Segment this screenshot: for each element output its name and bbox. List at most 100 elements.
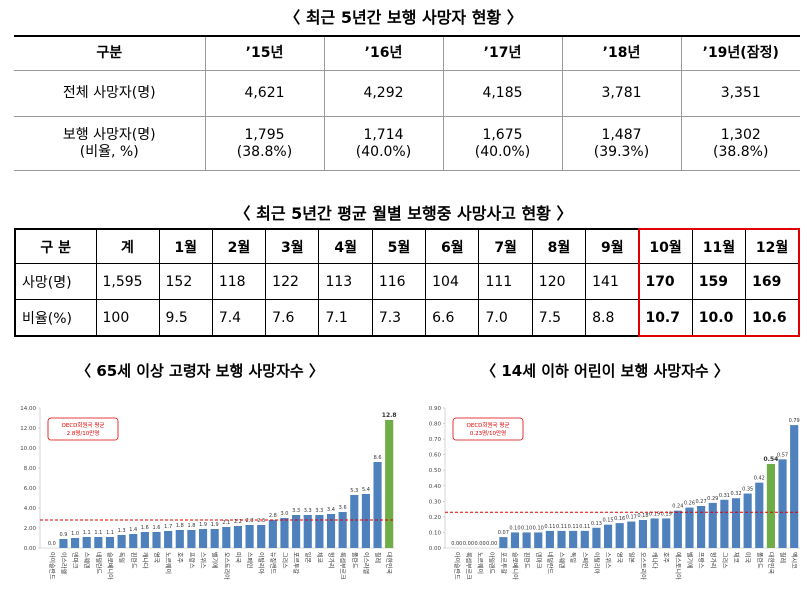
row: 비율(%) 100 9.5 7.4 7.6 7.1 7.3 6.6 7.0 7.5 8.8 10.7 1…: [14, 299, 800, 337]
cell-text: 1,714: [363, 126, 404, 143]
x-tick-label: 네덜란드: [94, 552, 102, 575]
bar: [129, 534, 138, 548]
cell-text: 보행 사망자(명): [62, 126, 156, 143]
data-label: 0.00: [486, 541, 497, 547]
x-tick-label: 칠레: [374, 552, 382, 563]
y-tick-label: 0.00: [24, 546, 37, 552]
cell: 100: [95, 299, 160, 337]
y-tick-label: 0.20: [429, 515, 442, 521]
bar: [210, 529, 219, 548]
x-tick-label: 그리스: [280, 552, 288, 569]
header-cell: ’19년(잠정): [680, 36, 800, 71]
row-label: 비율(%): [14, 299, 97, 337]
cell: 1,714 (40.0%): [323, 116, 443, 171]
data-label: 0.9: [59, 532, 67, 538]
cell-text: 1,487: [601, 126, 642, 143]
x-tick-label: 독일: [118, 552, 126, 563]
data-label: 1.8: [187, 523, 195, 529]
x-tick-label: 스웨덴: [558, 552, 566, 569]
x-tick-label: 칠레: [779, 552, 787, 563]
cell-text: (38.8%): [713, 143, 769, 160]
bar: [650, 518, 659, 548]
bar: [545, 530, 554, 548]
cell: 7.4: [211, 299, 267, 337]
x-tick-label: 대한민국: [767, 552, 775, 575]
bar: [685, 507, 694, 548]
bar: [105, 537, 115, 548]
cell: 104: [425, 263, 480, 300]
data-label: 0.31: [719, 493, 730, 499]
data-label: 0.24: [672, 504, 683, 510]
x-tick-label: 헝가리: [327, 552, 335, 569]
data-label: 3.4: [327, 507, 335, 513]
cell: 159: [691, 263, 747, 300]
x-tick-label: 핀란드: [523, 552, 531, 569]
x-tick-label: 폴란드: [350, 552, 357, 569]
y-tick-label: 0.30: [429, 499, 442, 505]
data-label: 1.9: [199, 522, 207, 528]
header-cell: 3월: [265, 228, 320, 264]
header-cell: ’17년: [442, 36, 562, 71]
data-label: 0.17: [626, 515, 637, 521]
data-label: 3.6: [339, 505, 347, 511]
cell: 8.8: [585, 299, 640, 337]
bar: [592, 527, 601, 548]
x-tick-label: 덴마크: [534, 552, 542, 569]
x-tick-label: 프랑스: [697, 552, 704, 569]
bar: [522, 532, 531, 548]
cell-text: 1,675: [482, 126, 523, 143]
bar: [140, 532, 149, 548]
data-label: 3.3: [292, 508, 300, 514]
data-label: 3.0: [281, 511, 289, 517]
header-cell: 6월: [425, 228, 480, 264]
bar: [361, 494, 370, 548]
x-tick-label: 오스트리아: [639, 552, 647, 580]
bar: [292, 515, 301, 548]
header-cell: 2월: [211, 228, 267, 264]
data-label: 2.2: [234, 519, 242, 525]
x-tick-label: 헝가리: [709, 552, 717, 569]
data-label: 0.11: [544, 524, 555, 530]
data-label: 2.1: [222, 520, 230, 526]
bar: [198, 529, 208, 548]
bar: [615, 523, 624, 548]
cell: 111: [478, 263, 533, 300]
bar: [569, 530, 578, 548]
bar: [233, 526, 243, 548]
cell-text: 4,621: [244, 85, 285, 101]
data-label: 0.26: [684, 501, 695, 507]
bar: [697, 506, 706, 548]
legend-text: 2.8명/10만명: [67, 429, 100, 437]
data-label: 1.6: [153, 525, 161, 531]
data-label: 1.9: [211, 522, 219, 528]
data-label: 5.3: [350, 488, 358, 494]
cell: 1,795 (38.8%): [204, 116, 324, 171]
cell-text: 1,302: [720, 126, 761, 143]
cell: 6.6: [425, 299, 480, 337]
legend-box: [47, 417, 119, 441]
legend-box: [452, 417, 524, 441]
y-tick-label: 14.00: [20, 406, 36, 412]
y-tick-label: 0.50: [429, 468, 442, 474]
x-tick-label: 체코: [315, 552, 323, 564]
x-tick-label: 폴란드: [755, 552, 762, 569]
x-tick-label: 이탈리아: [592, 552, 600, 575]
x-tick-label: 포르투갈: [499, 552, 507, 575]
data-label: 2.3: [257, 518, 265, 524]
header-cell: 1월: [158, 228, 213, 264]
y-tick-label: 0.00: [429, 546, 442, 552]
data-label: 0.57: [777, 452, 788, 458]
x-tick-label: 벨기에: [685, 552, 693, 569]
data-label: 1.8: [176, 523, 184, 529]
x-tick-label: 슬로베니아: [106, 552, 114, 580]
data-label: 12.8: [382, 412, 397, 419]
data-label: 3.3: [315, 508, 323, 514]
x-tick-label: 스위스: [199, 552, 207, 569]
y-tick-label: 2.00: [24, 526, 37, 532]
y-tick-label: 10.00: [20, 446, 36, 452]
data-label: 2.3: [246, 518, 254, 524]
data-label: 0.32: [730, 491, 741, 497]
header-cell: 계: [95, 228, 160, 264]
cell-text: (비율, %): [79, 143, 139, 160]
bar: [82, 537, 91, 548]
